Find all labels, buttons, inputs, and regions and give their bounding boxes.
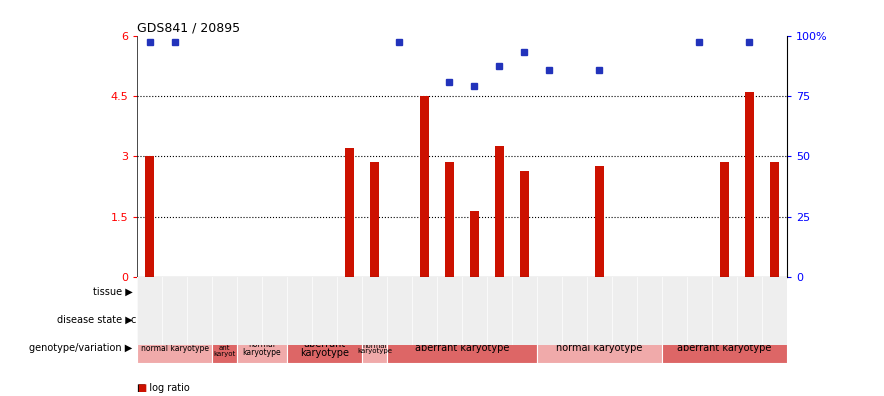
Text: peripheral blood: peripheral blood: [534, 286, 614, 297]
Bar: [745, 92, 754, 277]
Text: normal
karyotype: normal karyotype: [242, 340, 281, 357]
Bar: [662, 334, 787, 363]
Text: clinical outcome - dead: clinical outcome - dead: [242, 315, 356, 325]
Bar: [595, 166, 604, 277]
Text: clinical outcome - alive: clinical outcome - alive: [393, 315, 506, 325]
Text: aberr
ant
karyot: aberr ant karyot: [213, 340, 236, 357]
Bar: [362, 277, 787, 306]
Bar: [537, 306, 787, 334]
Text: ■ log ratio: ■ log ratio: [137, 383, 190, 392]
Bar: [520, 171, 529, 277]
Text: aberrant karyotype: aberrant karyotype: [415, 343, 509, 354]
Bar: [770, 162, 779, 277]
Text: normal karyotype: normal karyotype: [556, 343, 643, 354]
Bar: [212, 334, 237, 363]
Text: aberrant karyotype: aberrant karyotype: [677, 343, 772, 354]
Bar: [237, 306, 362, 334]
Bar: [137, 306, 237, 334]
Bar: [387, 334, 537, 363]
Bar: [495, 147, 504, 277]
Bar: [537, 334, 662, 363]
Bar: [237, 334, 287, 363]
Text: clinical outcome - alive: clinical outcome - alive: [131, 315, 243, 325]
Text: normal karyotype: normal karyotype: [141, 344, 209, 353]
Bar: [345, 148, 354, 277]
Bar: [420, 96, 429, 277]
Bar: [470, 211, 479, 277]
Bar: [720, 162, 728, 277]
Bar: [362, 334, 387, 363]
Text: ■: ■: [137, 383, 146, 392]
Text: disease state ▶: disease state ▶: [57, 315, 133, 325]
Text: tissue ▶: tissue ▶: [93, 286, 133, 297]
Text: normal
karyotype: normal karyotype: [357, 343, 392, 354]
Text: GDS841 / 20895: GDS841 / 20895: [137, 21, 240, 34]
Text: bone marrow: bone marrow: [217, 286, 282, 297]
Text: genotype/variation ▶: genotype/variation ▶: [29, 343, 133, 354]
Bar: [362, 306, 537, 334]
Text: aberrant
karyotype: aberrant karyotype: [300, 339, 349, 358]
Bar: [145, 156, 154, 277]
Bar: [370, 162, 379, 277]
Text: clinical outcome - dead: clinical outcome - dead: [605, 315, 719, 325]
Bar: [137, 334, 212, 363]
Bar: [445, 162, 453, 277]
Bar: [137, 277, 362, 306]
Bar: [287, 334, 362, 363]
